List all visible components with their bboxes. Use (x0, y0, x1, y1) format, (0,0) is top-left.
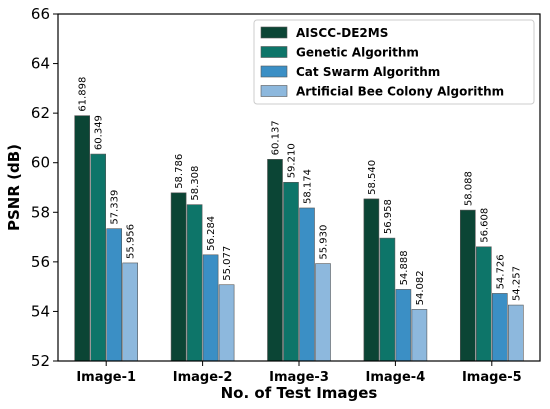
bar (267, 159, 283, 362)
bar-value-label: 54.888 (399, 250, 410, 285)
bar (411, 309, 428, 362)
bar (507, 304, 524, 362)
bar-value-label: 56.958 (383, 199, 394, 234)
legend: AISCC-DE2MS Genetic Algorithm Cat Swarm Al… (253, 19, 535, 105)
y-tick-label: 58 (31, 203, 50, 221)
axes-frame (57, 13, 541, 362)
legend-label: Cat Swarm Algorithm (296, 65, 440, 79)
bar-value-label: 54.257 (511, 266, 522, 301)
x-axis-title: No. of Test Images (221, 384, 378, 402)
bar-value-label: 54.082 (415, 270, 426, 305)
bar (315, 263, 331, 362)
legend-swatch (260, 26, 288, 39)
bar (90, 153, 106, 362)
bar-value-label: 57.339 (110, 190, 121, 225)
bar-value-label: 56.284 (206, 216, 217, 251)
bar-value-label: 58.174 (303, 169, 314, 204)
legend-label: Genetic Algorithm (296, 46, 419, 60)
bar (186, 204, 203, 362)
bar (170, 192, 187, 362)
bar (106, 228, 122, 362)
legend-swatch (260, 85, 288, 97)
x-tick-label: Image-5 (462, 370, 522, 385)
bar-value-label: 58.786 (174, 154, 185, 189)
bar (379, 237, 396, 362)
y-axis-title: PSNR (dB) (5, 144, 23, 231)
bar-value-label: 58.540 (367, 160, 378, 195)
y-tick-label: 60 (31, 154, 50, 172)
plot-area: 52 54 56 58 60 62 64 66 Image-1 61.898 60.349 57.33… (31, 5, 524, 385)
bar (299, 207, 315, 362)
bar-value-label: 59.210 (287, 143, 298, 178)
bar-value-label: 55.930 (319, 225, 330, 260)
legend-label: Artificial Bee Colony Algorithm (296, 85, 504, 99)
bar (283, 181, 299, 362)
bar (395, 289, 412, 362)
bar (218, 284, 235, 362)
bar (363, 198, 380, 362)
bar (459, 209, 476, 362)
bar (202, 254, 219, 362)
bar (475, 246, 492, 362)
bar-value-label: 58.088 (463, 171, 474, 206)
y-tick-label: 54 (31, 302, 50, 320)
bar-value-label: 58.308 (190, 166, 201, 201)
y-tick-label: 66 (31, 5, 50, 23)
bar (491, 293, 508, 362)
legend-label: AISCC-DE2MS (296, 26, 388, 40)
bar (74, 115, 90, 362)
x-tick-label: Image-2 (173, 370, 233, 385)
legend-swatch (260, 65, 288, 78)
bar-value-label: 54.726 (495, 254, 506, 289)
bar-value-label: 60.137 (271, 120, 282, 155)
bar-value-label: 61.898 (78, 77, 89, 112)
legend-swatch (260, 46, 288, 58)
x-tick-label: Image-4 (366, 370, 426, 385)
y-tick-label: 62 (31, 104, 50, 122)
bar-value-label: 55.956 (126, 224, 137, 259)
bar-value-label: 55.077 (222, 246, 233, 281)
bar (122, 262, 138, 362)
y-tick-label: 64 (31, 55, 50, 73)
y-tick-label: 52 (31, 352, 50, 370)
bar-value-label: 60.349 (94, 115, 105, 150)
y-tick-label: 56 (31, 253, 50, 271)
bar-value-label: 56.608 (479, 208, 490, 243)
x-tick-label: Image-1 (76, 370, 136, 385)
x-tick-label: Image-3 (269, 370, 329, 385)
legend-box (253, 19, 535, 105)
